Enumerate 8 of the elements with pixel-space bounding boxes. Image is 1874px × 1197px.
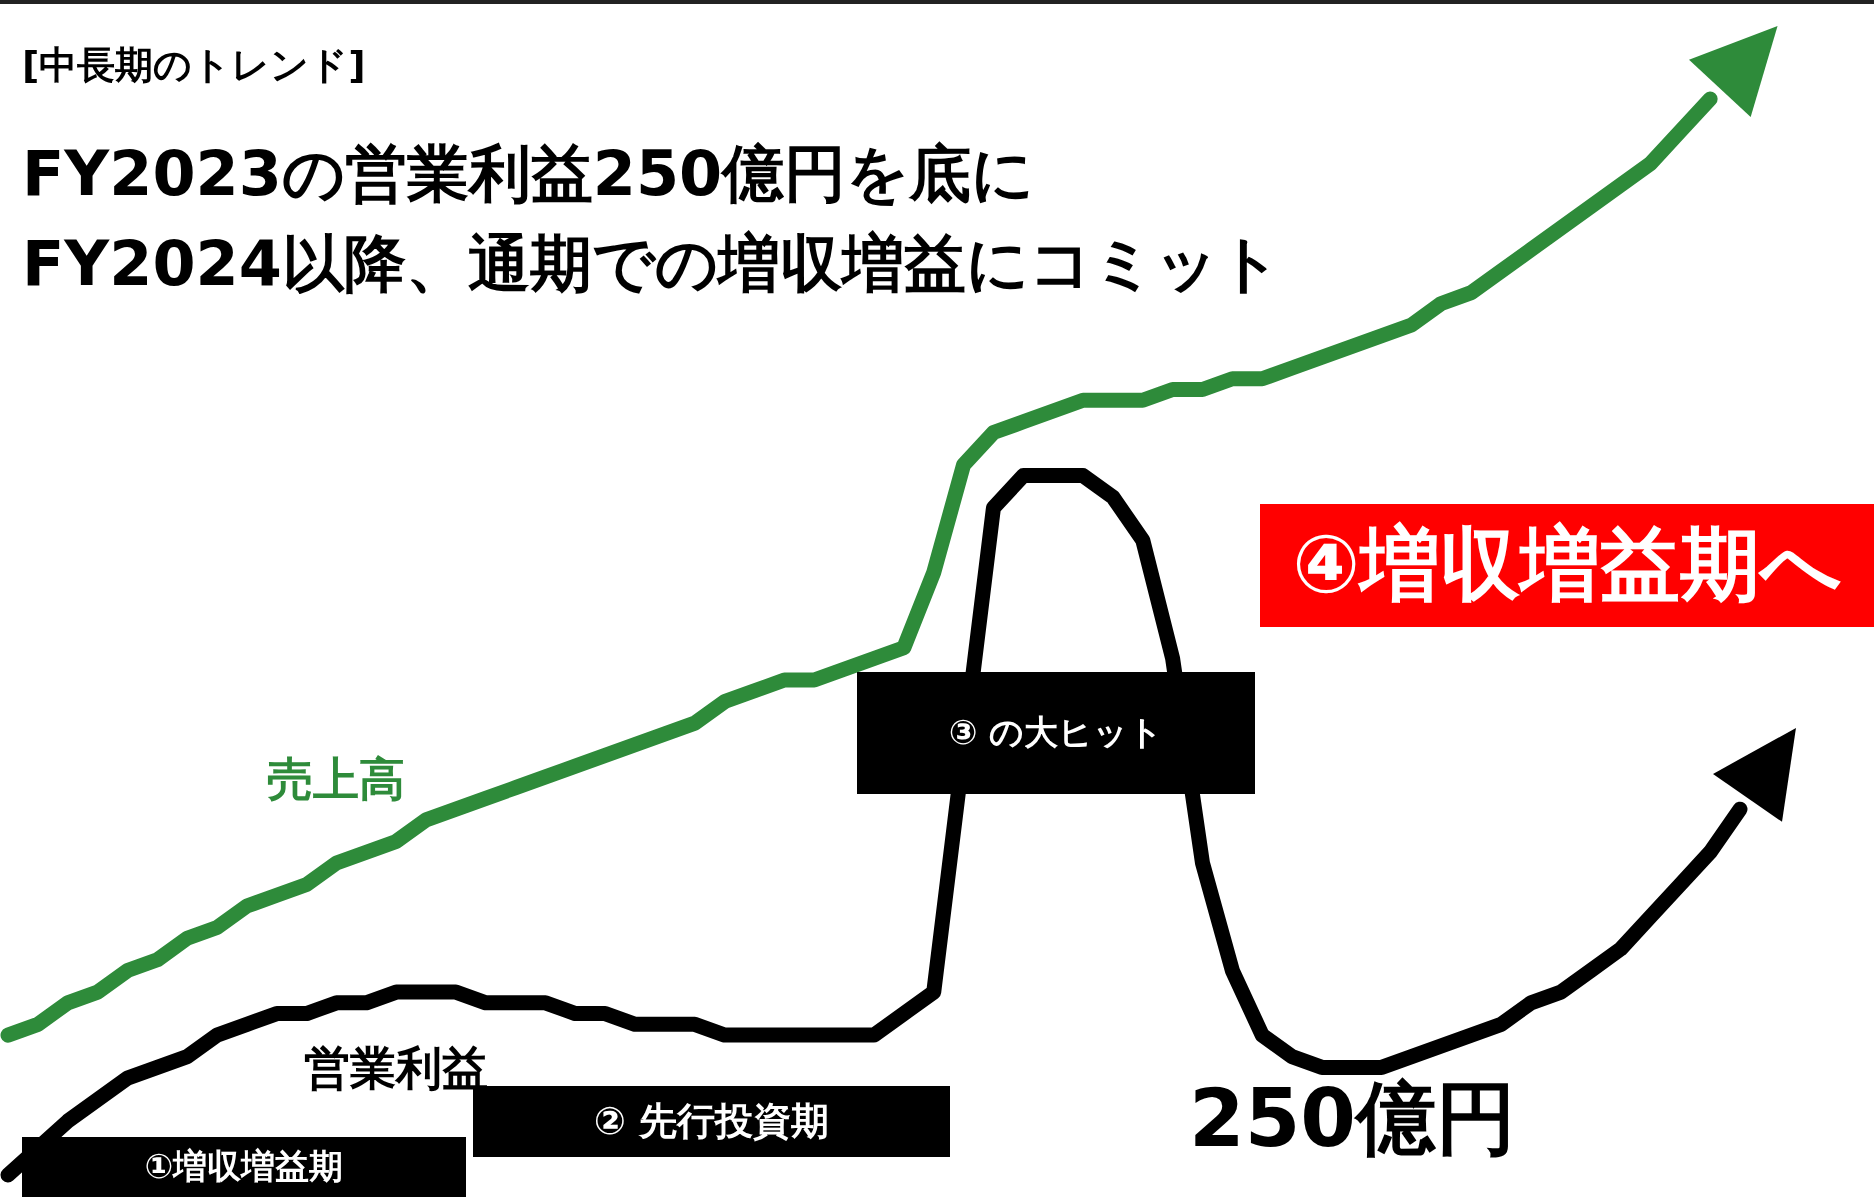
chart-subtitle: [中長期のトレンド] <box>22 42 366 89</box>
text: FY2023の営業利益250億円を底に FY2024以降、通期での増収増益にコミット <box>22 136 1281 302</box>
caption-box: ③ の大ヒット <box>857 672 1255 794</box>
caption-box: ② 先行投資期 <box>473 1086 950 1157</box>
series-label: 売上高 <box>267 751 406 806</box>
caption-box: ①増収増益期 <box>22 1137 466 1197</box>
caption-box: ④増収増益期へ <box>1260 504 1874 627</box>
annotation: 250億円 <box>1189 1071 1516 1167</box>
